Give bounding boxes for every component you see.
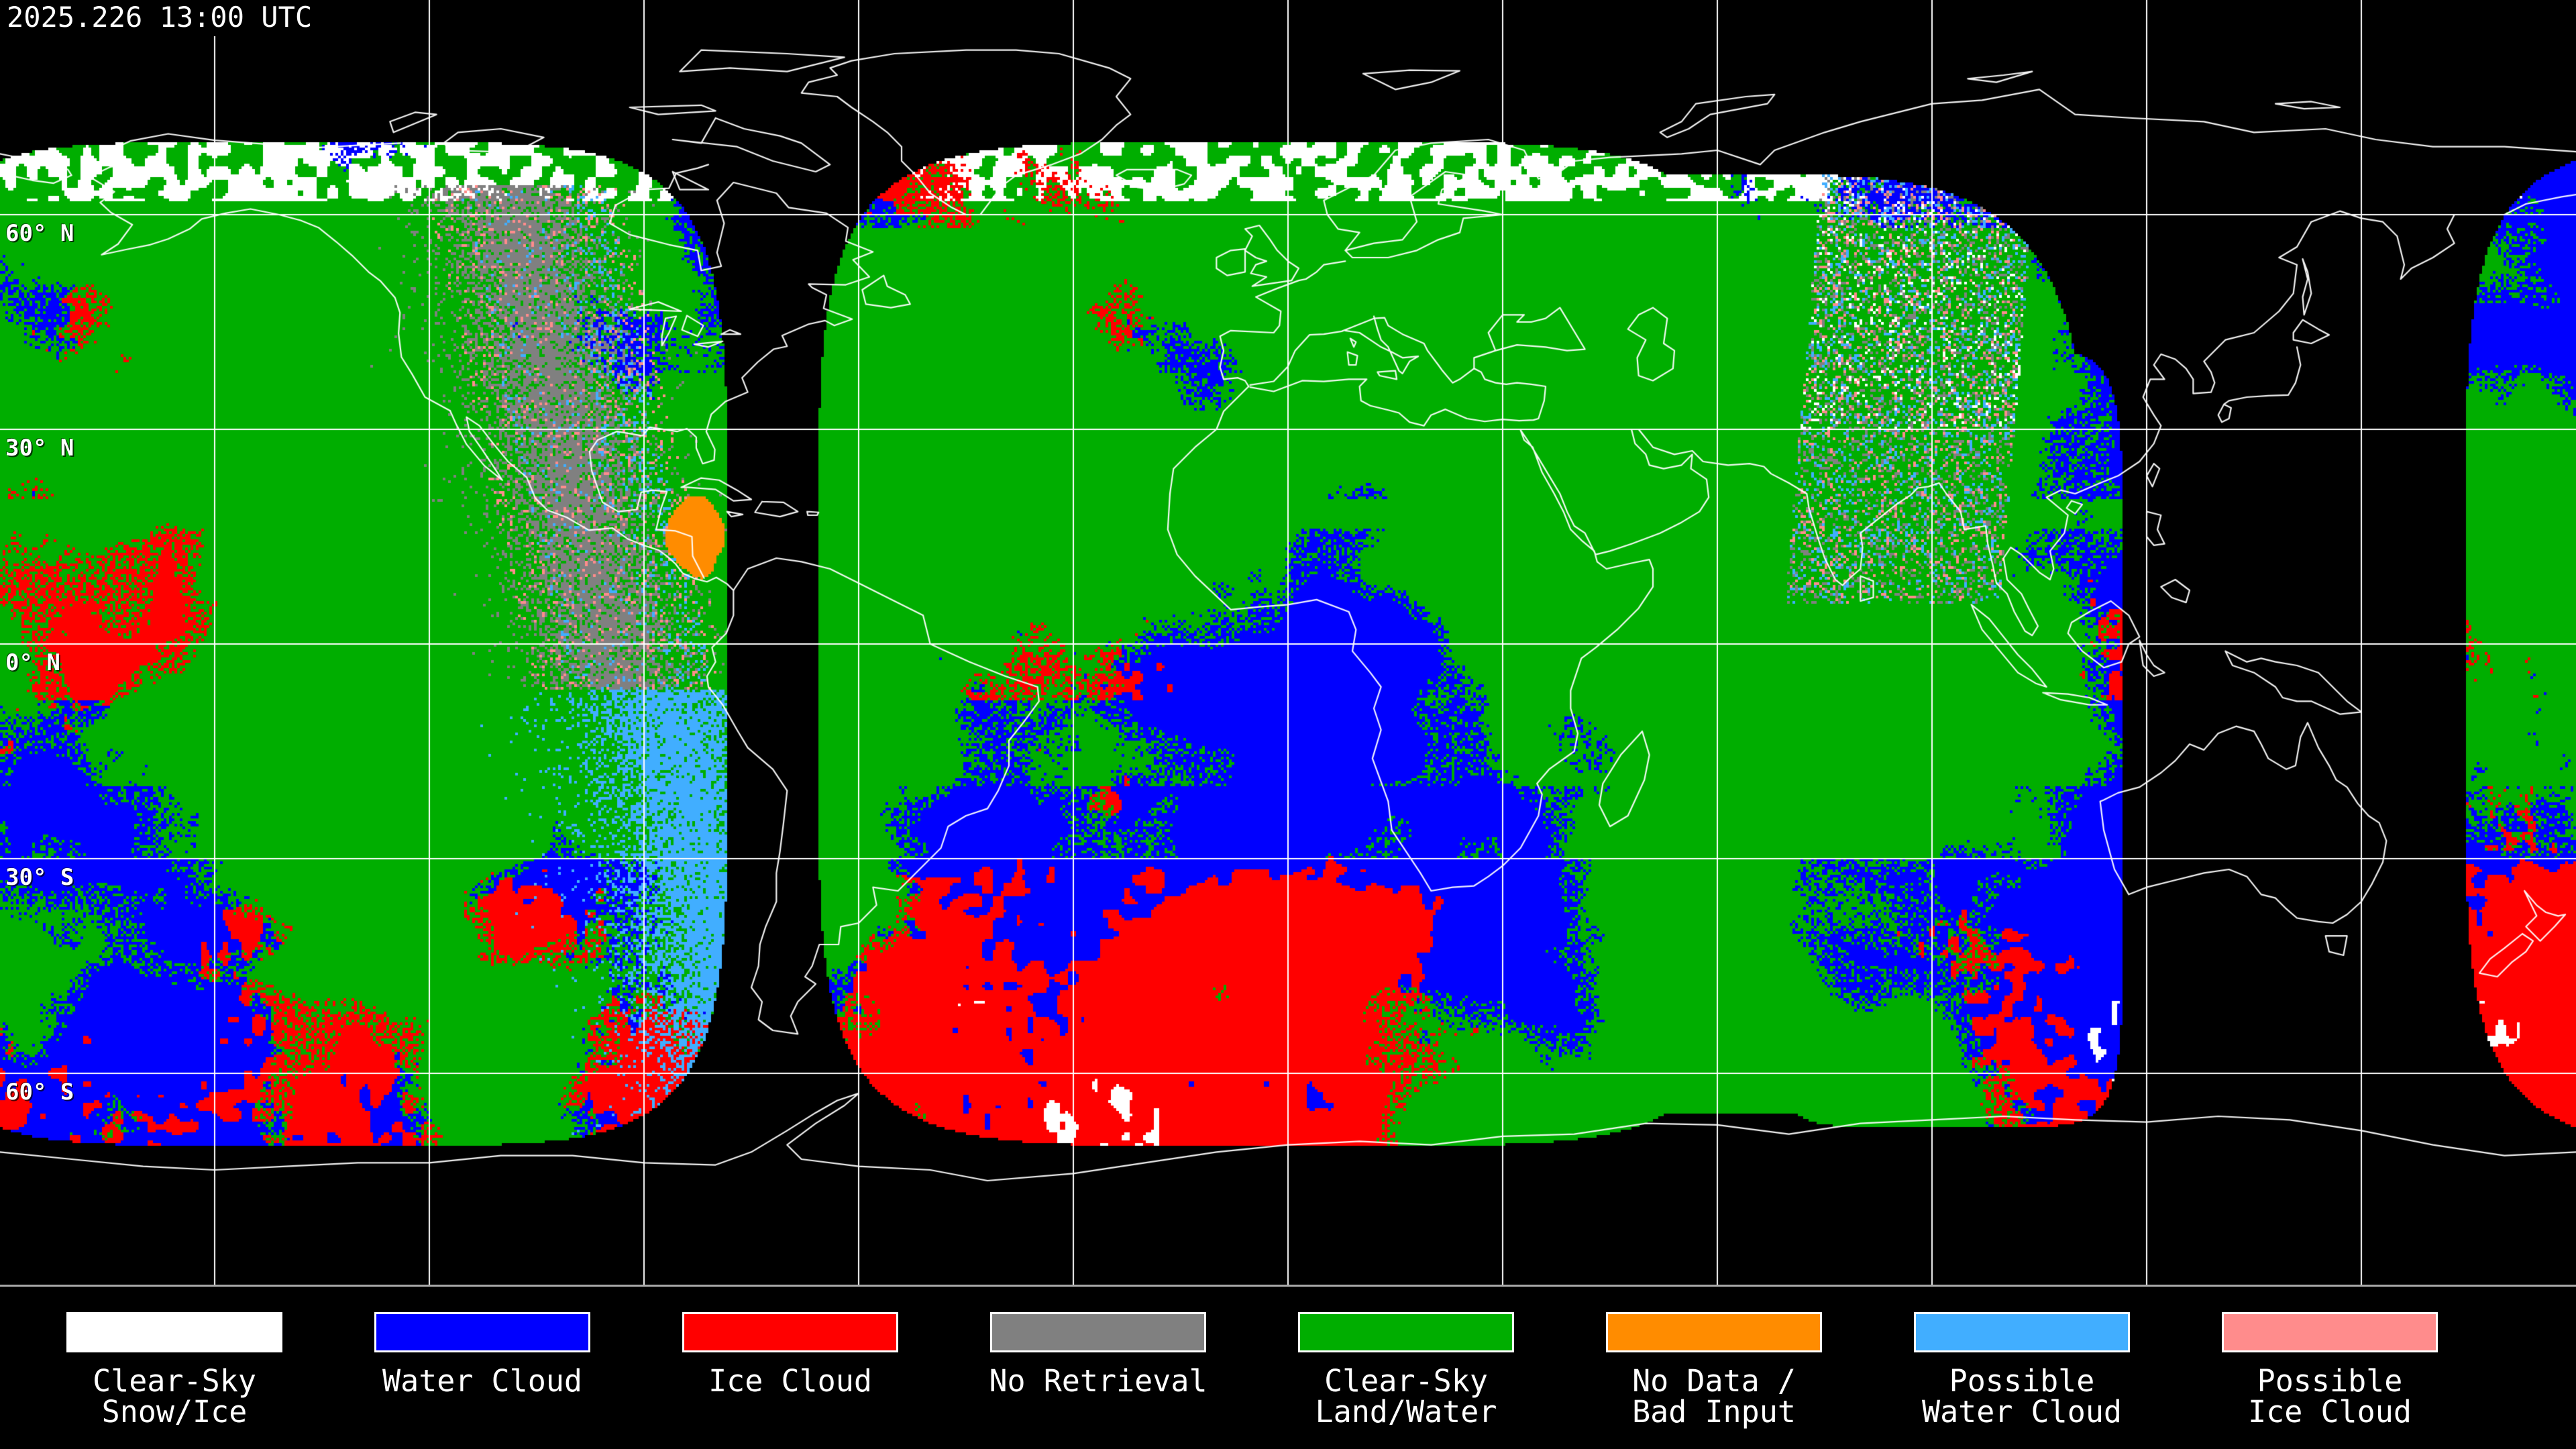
legend-label-line: Ice Cloud xyxy=(708,1363,872,1399)
legend-item-ice-cloud: Ice Cloud xyxy=(636,1287,945,1449)
legend-swatch-no-data-bad-input xyxy=(1606,1312,1822,1352)
legend-label-line: Water Cloud xyxy=(382,1363,582,1399)
legend-label-line: Ice Cloud xyxy=(2248,1394,2412,1430)
legend-label-possible-water-cloud: Possible Water Cloud xyxy=(1868,1366,2176,1428)
lat-label: 0° N xyxy=(5,649,60,676)
legend-label-clear-sky-snow-ice: Clear-Sky Snow/Ice xyxy=(20,1366,329,1428)
legend-label-possible-ice-cloud: Possible Ice Cloud xyxy=(2176,1366,2484,1428)
legend-label-water-cloud: Water Cloud xyxy=(328,1366,637,1397)
lat-label: 60° N xyxy=(5,220,74,247)
legend-item-clear-sky-snow-ice: Clear-Sky Snow/Ice xyxy=(20,1287,329,1449)
timestamp: 2025.226 13:00 UTC xyxy=(4,0,319,36)
legend-item-water-cloud: Water Cloud xyxy=(328,1287,637,1449)
legend-label-line: Clear-Sky xyxy=(1324,1363,1488,1399)
legend: Clear-Sky Snow/Ice Water Cloud Ice Cloud No … xyxy=(0,1287,2576,1449)
legend-item-no-data-bad-input: No Data / Bad Input xyxy=(1560,1287,1868,1449)
legend-label-line: No Retrieval xyxy=(989,1363,1208,1399)
legend-swatch-ice-cloud xyxy=(682,1312,898,1352)
legend-separator xyxy=(0,1285,2576,1287)
legend-item-clear-sky-land-water: Clear-Sky Land/Water xyxy=(1252,1287,1560,1449)
legend-label-line: Snow/Ice xyxy=(101,1394,248,1430)
legend-label-line: Clear-Sky xyxy=(93,1363,256,1399)
lat-label: 30° N xyxy=(5,435,74,462)
legend-label-line: Possible xyxy=(2257,1363,2403,1399)
lat-label: 60° S xyxy=(5,1079,74,1106)
legend-swatch-no-retrieval xyxy=(990,1312,1206,1352)
legend-label-line: Bad Input xyxy=(1632,1394,1796,1430)
legend-item-no-retrieval: No Retrieval xyxy=(944,1287,1252,1449)
lat-label: 30° S xyxy=(5,864,74,891)
cloud-phase-map-canvas xyxy=(0,0,2576,1287)
legend-label-line: No Data / xyxy=(1632,1363,1796,1399)
legend-label-ice-cloud: Ice Cloud xyxy=(636,1366,945,1397)
legend-item-possible-water-cloud: Possible Water Cloud xyxy=(1868,1287,2176,1449)
legend-label-line: Land/Water xyxy=(1315,1394,1497,1430)
legend-label-line: Water Cloud xyxy=(1921,1394,2122,1430)
legend-label-line: Possible xyxy=(1949,1363,2095,1399)
legend-swatch-clear-sky-land-water xyxy=(1298,1312,1514,1352)
legend-swatch-possible-ice-cloud xyxy=(2222,1312,2438,1352)
legend-label-no-data-bad-input: No Data / Bad Input xyxy=(1560,1366,1868,1428)
legend-label-clear-sky-land-water: Clear-Sky Land/Water xyxy=(1252,1366,1560,1428)
legend-item-possible-ice-cloud: Possible Ice Cloud xyxy=(2176,1287,2484,1449)
legend-label-no-retrieval: No Retrieval xyxy=(944,1366,1252,1397)
legend-swatch-clear-sky-snow-ice xyxy=(66,1312,282,1352)
legend-swatch-water-cloud xyxy=(374,1312,590,1352)
legend-swatch-possible-water-cloud xyxy=(1914,1312,2130,1352)
